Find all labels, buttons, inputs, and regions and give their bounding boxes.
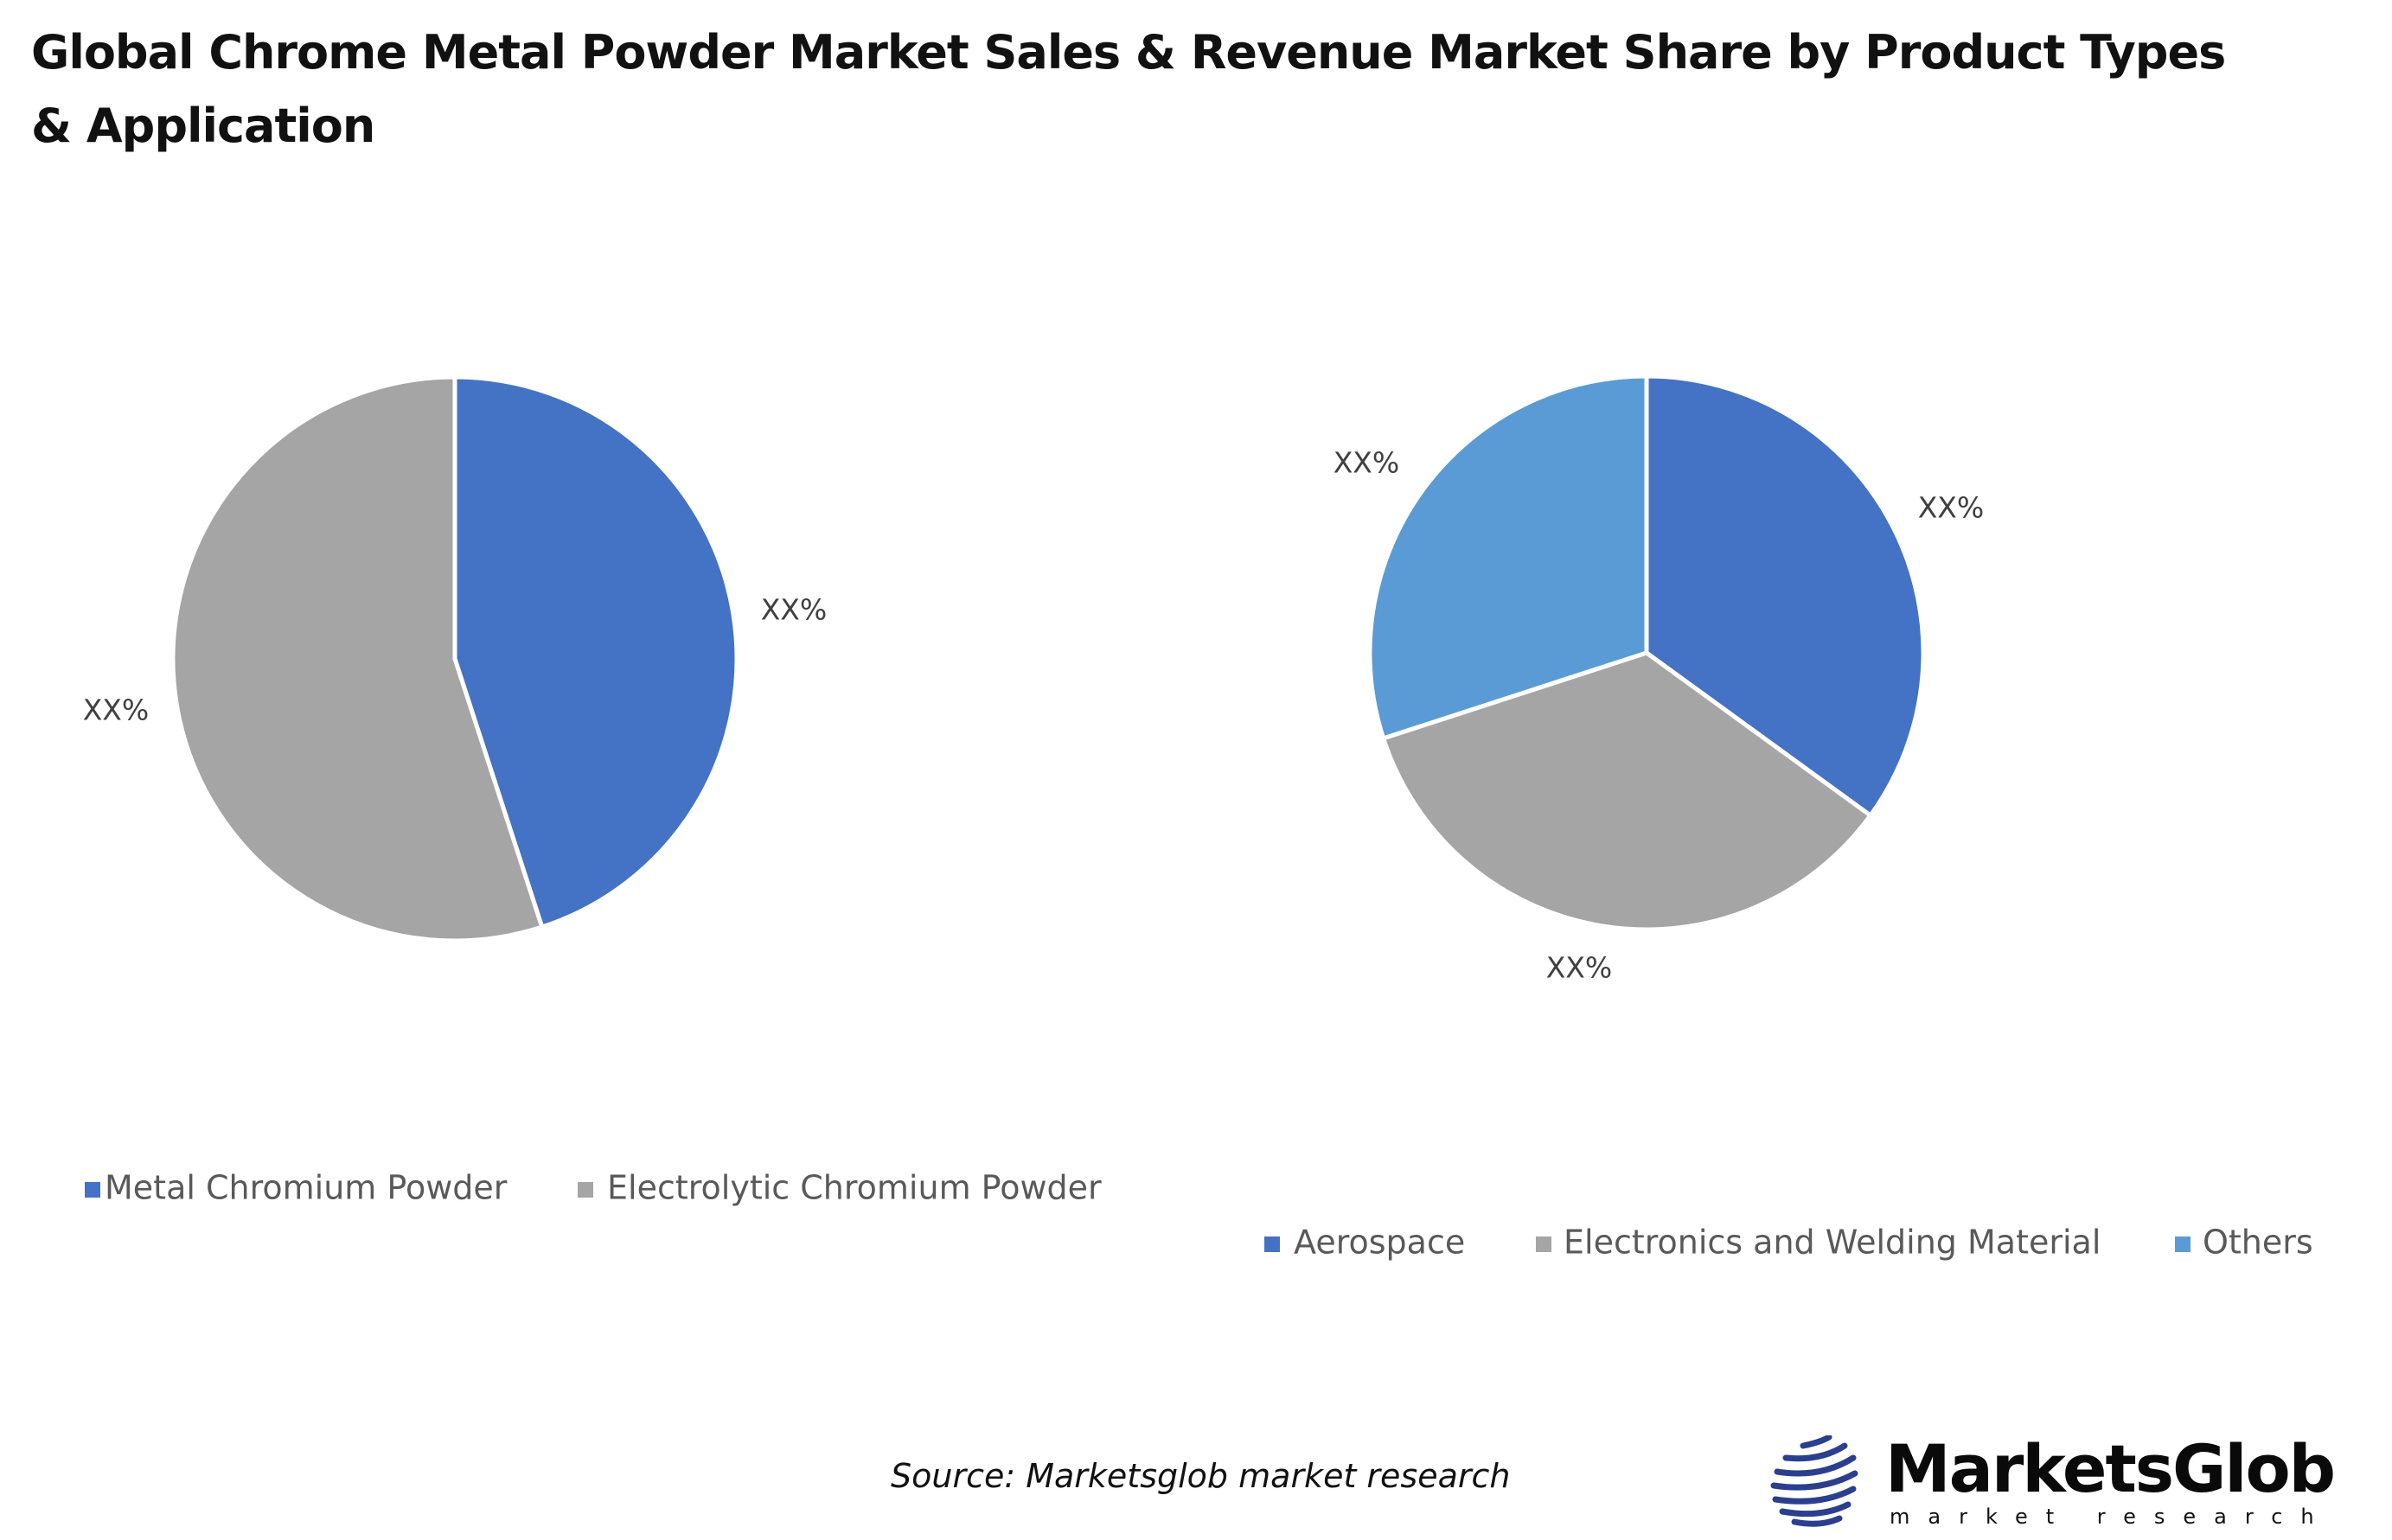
legend-item: Others <box>2175 1224 2313 1262</box>
legend-label: Electronics and Welding Material <box>1564 1224 2101 1262</box>
legend-label: Others <box>2203 1224 2313 1262</box>
pie-slice-electronics-and-welding-material <box>1381 650 1873 932</box>
globe-icon <box>1770 1435 1858 1527</box>
data-label: XX% <box>83 693 150 727</box>
legend-label: Metal Chromium Powder <box>105 1169 508 1207</box>
legend-item: Metal Chromium Powder <box>85 1169 508 1207</box>
source-note: Source: Marketsglob market research <box>891 1457 1511 1495</box>
marketsglob-logo: MarketsGlob market research <box>1768 1430 2339 1530</box>
pie-slice-electrolytic-chromium-powder <box>170 374 545 943</box>
legend-swatch <box>2175 1236 2191 1252</box>
data-label: XX% <box>1546 951 1613 985</box>
logo-name: MarketsGlob <box>1885 1430 2336 1507</box>
pie-slice-metal-chromium-powder <box>452 374 739 930</box>
legend-swatch <box>1536 1236 1551 1252</box>
legend-item: Electrolytic Chromium Powder <box>578 1169 1102 1207</box>
legend-item: Electronics and Welding Material <box>1536 1224 2101 1262</box>
legend-swatch <box>85 1182 100 1198</box>
data-label: XX% <box>1918 491 1985 525</box>
pie-slice-aerospace <box>1644 374 1926 818</box>
data-label: XX% <box>761 593 828 627</box>
legend-label: Electrolytic Chromium Powder <box>607 1169 1102 1207</box>
logo-tagline: market research <box>1890 1505 2332 1529</box>
data-label: XX% <box>1334 446 1400 480</box>
chart-title: Global Chrome Metal Powder Market Sales … <box>31 25 2226 153</box>
legend-swatch <box>1264 1236 1280 1252</box>
legend-swatch <box>578 1182 593 1198</box>
legend-item: Aerospace <box>1264 1224 1465 1262</box>
legend-label: Aerospace <box>1294 1224 1465 1262</box>
pie-slice-others <box>1367 374 1649 741</box>
